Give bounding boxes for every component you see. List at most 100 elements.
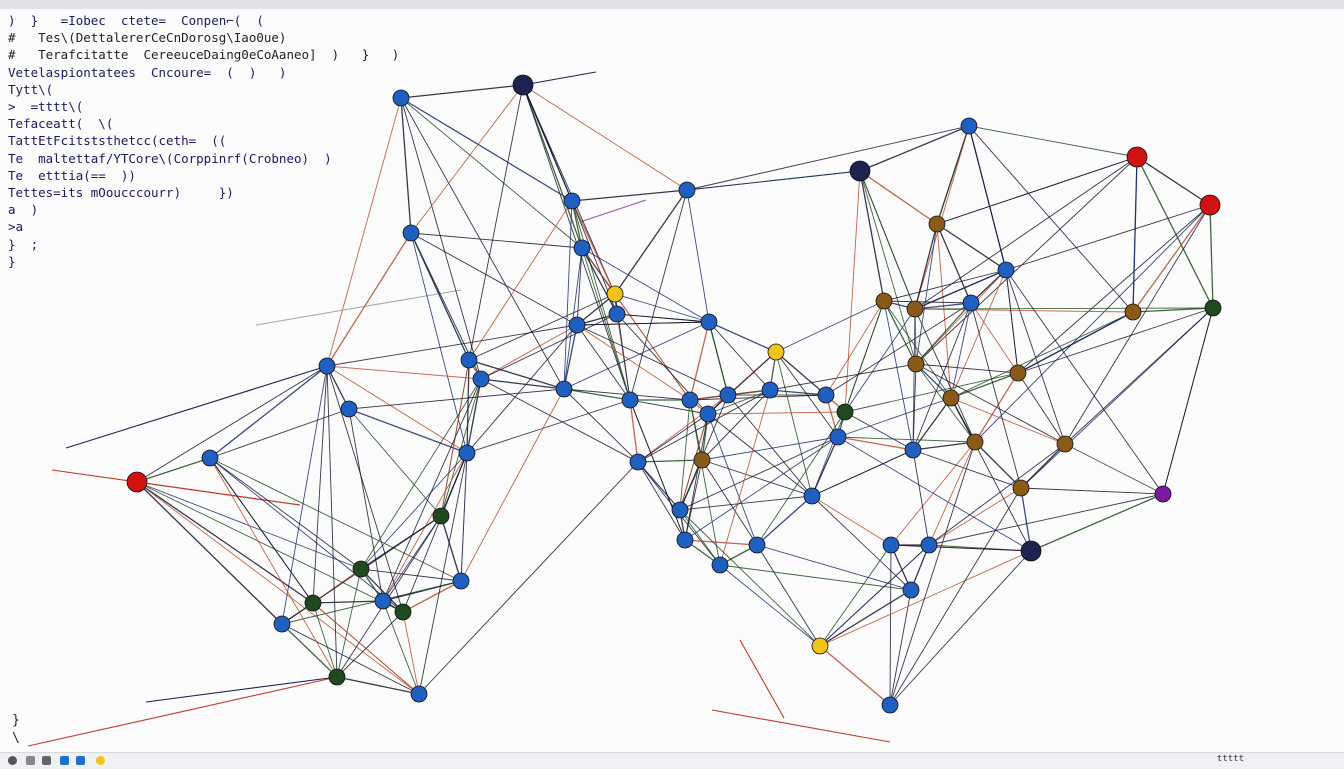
node bbox=[392, 89, 410, 107]
node bbox=[671, 501, 689, 519]
edge bbox=[719, 389, 771, 566]
node bbox=[811, 637, 829, 655]
edge bbox=[281, 580, 462, 625]
edge bbox=[711, 709, 891, 743]
edge bbox=[950, 397, 1066, 445]
app-icon[interactable] bbox=[96, 756, 105, 765]
node bbox=[273, 615, 291, 633]
node bbox=[410, 685, 428, 703]
edge bbox=[950, 372, 1019, 399]
edge bbox=[950, 397, 1032, 552]
edge bbox=[468, 293, 616, 361]
edge bbox=[440, 515, 462, 582]
edge bbox=[637, 413, 709, 463]
start-icon[interactable] bbox=[8, 756, 17, 765]
edge bbox=[936, 223, 952, 399]
node bbox=[942, 389, 960, 407]
node bbox=[1056, 435, 1074, 453]
edge bbox=[1017, 311, 1134, 374]
node bbox=[761, 381, 779, 399]
edge bbox=[400, 97, 482, 380]
edge bbox=[889, 441, 976, 706]
node bbox=[1124, 303, 1142, 321]
node bbox=[836, 403, 854, 421]
node bbox=[621, 391, 639, 409]
app-icon[interactable] bbox=[42, 756, 51, 765]
app-icon[interactable] bbox=[60, 756, 69, 765]
edge bbox=[348, 408, 468, 454]
node bbox=[676, 531, 694, 549]
edge bbox=[844, 372, 1019, 413]
edge bbox=[1017, 372, 1066, 445]
edge bbox=[970, 302, 1019, 374]
edge bbox=[928, 441, 976, 546]
edge bbox=[686, 170, 861, 191]
edge bbox=[970, 302, 1022, 489]
edge bbox=[522, 84, 616, 295]
edge bbox=[382, 378, 482, 602]
edge bbox=[844, 411, 914, 451]
edge bbox=[819, 550, 1032, 647]
edge bbox=[756, 544, 821, 647]
edge bbox=[466, 378, 482, 454]
edge bbox=[914, 223, 938, 310]
edge bbox=[136, 481, 314, 604]
node bbox=[767, 343, 785, 361]
edge bbox=[209, 457, 338, 678]
edge bbox=[914, 308, 976, 443]
node bbox=[606, 285, 624, 303]
edge bbox=[522, 84, 688, 191]
edge bbox=[811, 449, 914, 497]
edge bbox=[614, 293, 710, 323]
edge bbox=[1020, 487, 1164, 495]
edge bbox=[400, 97, 412, 234]
code-line: ) } =Iobec ctete= Conpen⌐( ( bbox=[8, 13, 264, 28]
edge bbox=[811, 411, 846, 497]
edge bbox=[400, 84, 524, 99]
edge bbox=[936, 125, 970, 225]
edge bbox=[563, 200, 573, 390]
edge bbox=[468, 359, 565, 390]
edge bbox=[1136, 156, 1214, 309]
node bbox=[1199, 194, 1221, 216]
app-icon[interactable] bbox=[76, 756, 85, 765]
edge bbox=[402, 452, 468, 613]
node bbox=[394, 603, 412, 621]
edge bbox=[689, 321, 710, 401]
edge bbox=[629, 189, 688, 401]
edge bbox=[326, 365, 404, 613]
taskbar: ttttt bbox=[0, 752, 1344, 769]
tray-text: ttttt bbox=[1216, 754, 1244, 764]
edge bbox=[914, 307, 1214, 310]
edge bbox=[844, 170, 861, 413]
edge bbox=[1005, 269, 1164, 495]
edge bbox=[326, 97, 402, 367]
code-line: a ) bbox=[8, 202, 39, 218]
edge bbox=[209, 408, 350, 459]
edge bbox=[883, 300, 972, 304]
node bbox=[960, 117, 978, 135]
edge bbox=[819, 645, 891, 706]
edge bbox=[679, 436, 839, 511]
node bbox=[719, 386, 737, 404]
edge bbox=[136, 457, 211, 483]
edge bbox=[281, 623, 420, 695]
node bbox=[555, 380, 573, 398]
edge bbox=[707, 389, 771, 415]
edge bbox=[883, 300, 917, 365]
app-icon[interactable] bbox=[26, 756, 35, 765]
edge bbox=[889, 550, 1032, 706]
edge bbox=[637, 459, 703, 463]
edge bbox=[775, 351, 839, 438]
code-line: Tettes=its mOoucccourr) }) bbox=[8, 185, 234, 201]
edge bbox=[708, 321, 729, 396]
edge bbox=[686, 125, 970, 191]
edge bbox=[460, 388, 565, 582]
edge bbox=[914, 269, 1007, 310]
edge bbox=[576, 247, 583, 326]
title-bar bbox=[0, 0, 1344, 9]
edge bbox=[410, 232, 470, 361]
edge bbox=[756, 495, 813, 546]
node bbox=[460, 351, 478, 369]
node bbox=[328, 668, 346, 686]
